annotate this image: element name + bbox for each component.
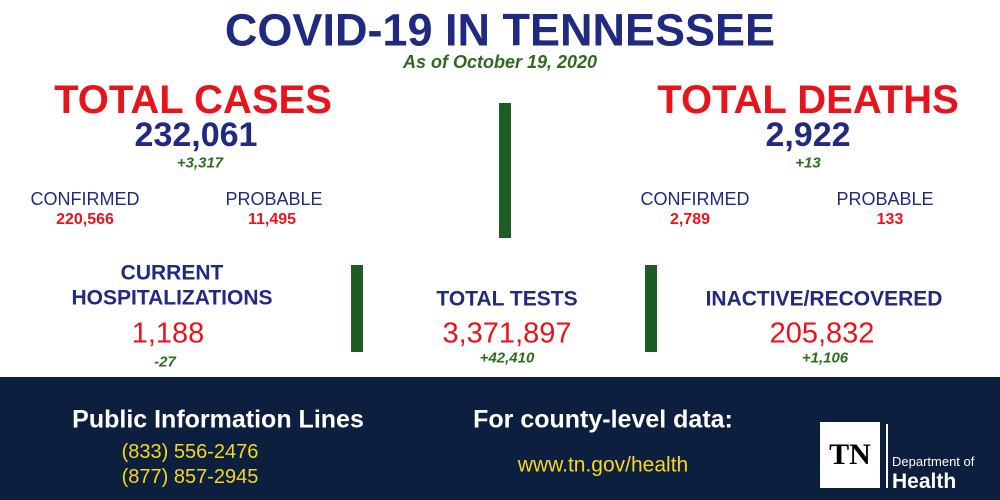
divider <box>645 265 657 352</box>
deaths-label: TOTAL DEATHS <box>657 78 959 122</box>
hosp-change: -27 <box>154 353 176 371</box>
tests-value: 3,371,897 <box>442 317 572 350</box>
deaths-probable-label: PROBABLE <box>836 189 934 209</box>
logo-rule <box>886 424 888 488</box>
hosp-label-1: CURRENT <box>120 261 224 285</box>
date: As of October 19, 2020 <box>402 52 598 72</box>
deaths-change: +13 <box>795 154 821 172</box>
deaths-confirmed-label: CONFIRMED <box>640 189 750 209</box>
hosp-value: 1,188 <box>131 317 205 350</box>
deaths-value: 2,922 <box>765 116 851 154</box>
recovered-value: 205,832 <box>769 317 875 350</box>
divider <box>499 103 511 238</box>
divider <box>351 265 363 352</box>
url[interactable]: www.tn.gov/health <box>517 453 689 477</box>
tests-label: TOTAL TESTS <box>436 287 578 311</box>
county-title: For county-level data: <box>473 405 733 434</box>
cases-confirmed-value: 220,566 <box>56 211 114 228</box>
tests-change: +42,410 <box>479 349 535 367</box>
logo-box <box>820 422 880 488</box>
phone: (833) 556-2476 <box>121 441 259 463</box>
recovered-label: INACTIVE/RECOVERED <box>705 287 943 311</box>
recovered-change: +1,106 <box>801 349 849 367</box>
info-title: Public Information Lines <box>72 405 364 434</box>
deaths-confirmed-value: 2,789 <box>669 211 711 228</box>
cases-probable-value: 11,495 <box>247 211 297 228</box>
cases-probable-label: PROBABLE <box>225 189 323 209</box>
cases-label: TOTAL CASES <box>54 78 332 122</box>
title: COVID-19 IN TENNESSEE <box>224 4 776 56</box>
hosp-label-2: HOSPITALIZATIONS <box>71 286 273 310</box>
cases-change: +3,317 <box>176 154 224 172</box>
phone: (877) 857-2945 <box>121 466 259 488</box>
cases-confirmed-label: CONFIRMED <box>30 189 140 209</box>
logo-mark: TN <box>829 438 871 471</box>
cases-value: 232,061 <box>134 116 258 154</box>
deaths-probable-value: 133 <box>876 211 904 228</box>
logo-line2: Health <box>892 470 957 493</box>
logo-line1: Department of <box>892 454 975 469</box>
